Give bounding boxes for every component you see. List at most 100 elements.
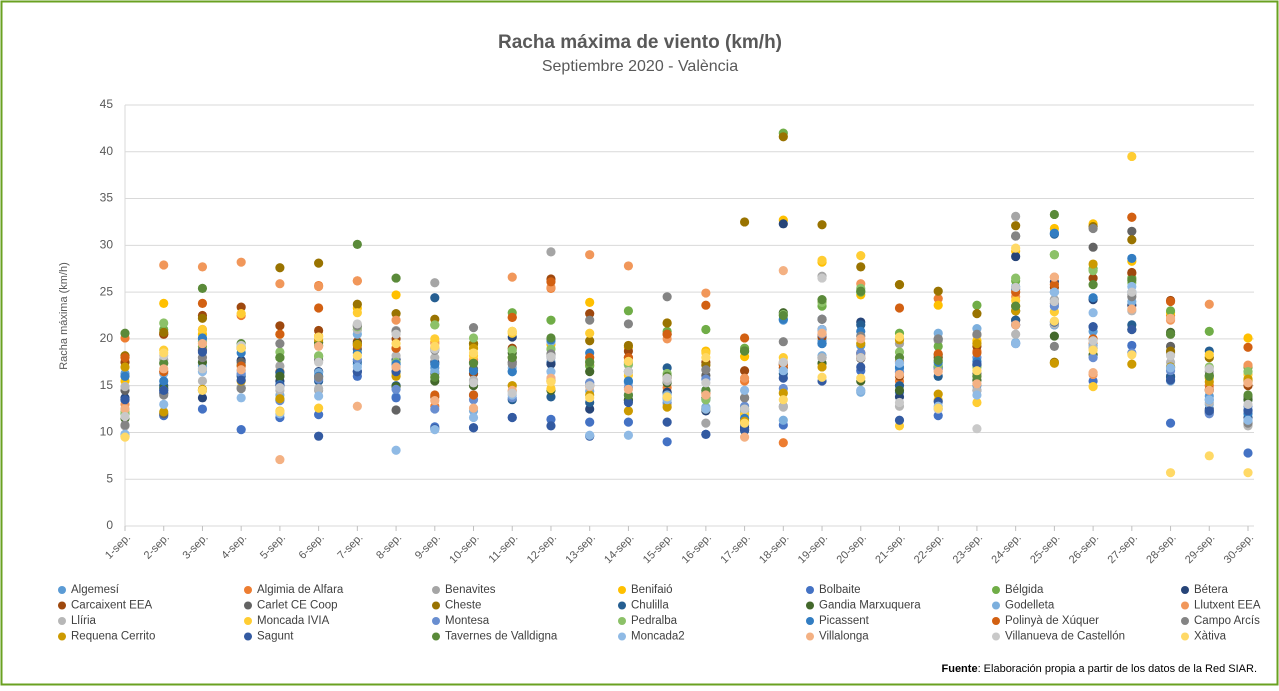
data-point (391, 338, 401, 349)
data-point (933, 286, 943, 296)
data-point (739, 385, 750, 395)
data-point (352, 299, 362, 309)
data-point (662, 329, 672, 339)
legend-marker (618, 632, 626, 641)
legend-label: Sagunt (257, 631, 294, 643)
data-point (1088, 382, 1098, 392)
data-point (352, 308, 362, 318)
data-point (778, 402, 788, 412)
data-point (701, 429, 711, 439)
data-point (391, 290, 401, 300)
data-point (662, 318, 672, 328)
data-point (1243, 399, 1253, 409)
data-point (1049, 358, 1059, 368)
data-point (1049, 331, 1059, 341)
data-point (623, 356, 634, 366)
legend-marker (432, 617, 440, 625)
data-point (585, 328, 595, 338)
data-point (933, 341, 943, 351)
y-tick-label: 25 (100, 284, 114, 298)
data-point (701, 378, 711, 388)
legend-label: Bélgida (1005, 584, 1044, 596)
data-point (314, 341, 324, 351)
legend-item: Gandia Marxuquera (806, 600, 921, 612)
data-point (468, 403, 479, 413)
data-point (314, 325, 324, 336)
data-point (236, 343, 246, 353)
data-point (778, 132, 788, 142)
data-point (159, 348, 169, 358)
data-point (120, 404, 130, 414)
data-point (817, 338, 827, 349)
data-point (507, 326, 517, 337)
data-point (1127, 212, 1137, 222)
data-point (817, 362, 827, 372)
data-point (197, 313, 208, 323)
legend-item: Picassent (806, 615, 870, 627)
data-point (623, 384, 634, 395)
data-point (314, 351, 324, 361)
data-point (1049, 209, 1059, 220)
data-point (1127, 324, 1137, 335)
data-point (507, 345, 517, 355)
data-point (778, 366, 788, 376)
legend-label: Xàtiva (1194, 631, 1227, 643)
legend-label: Cheste (445, 600, 481, 612)
legend-marker (618, 586, 626, 594)
data-point (275, 263, 285, 273)
data-point (1088, 273, 1098, 283)
data-point (1243, 342, 1253, 352)
data-point (159, 260, 169, 270)
data-point (314, 357, 324, 367)
data-point (120, 371, 130, 381)
data-point (778, 219, 788, 229)
data-point (585, 315, 595, 325)
legend-label: Montesa (445, 615, 490, 627)
data-point (352, 351, 362, 361)
data-point (275, 394, 285, 404)
data-point (546, 333, 556, 343)
data-point (159, 364, 169, 374)
data-point (1165, 468, 1176, 478)
legend-marker (806, 632, 814, 641)
data-point (739, 346, 750, 356)
legend-item: Campo Arcís (1181, 615, 1260, 627)
legend-label: Algimia de Alfara (257, 584, 344, 596)
data-point (1127, 287, 1137, 297)
data-point (1243, 390, 1253, 400)
data-point (1243, 415, 1253, 425)
data-point (120, 395, 130, 405)
data-point (972, 329, 982, 339)
data-point (585, 297, 595, 308)
data-point (1088, 265, 1098, 276)
data-point (430, 396, 440, 406)
legend-item: Chulilla (618, 600, 669, 612)
data-point (236, 383, 246, 394)
data-point (275, 329, 285, 339)
data-point (701, 288, 711, 298)
y-tick-label: 20 (100, 331, 114, 345)
data-point (933, 403, 943, 413)
data-point (972, 390, 982, 400)
data-point (817, 255, 827, 265)
data-point (933, 355, 943, 366)
legend-label: Requena Cerrito (71, 631, 155, 643)
data-point (197, 338, 208, 349)
data-point (623, 376, 634, 386)
legend-item: Llutxent EEA (1181, 600, 1261, 612)
data-point (507, 272, 517, 282)
data-point (197, 298, 208, 308)
data-point (1011, 231, 1021, 241)
data-point (739, 373, 750, 383)
data-point (1165, 375, 1176, 385)
legend-label: Bétera (1194, 584, 1228, 596)
data-point (972, 359, 982, 369)
data-point (468, 390, 479, 400)
legend-marker (1181, 632, 1189, 641)
data-point (546, 392, 556, 402)
data-point (120, 411, 130, 422)
data-point (430, 293, 440, 303)
data-point (314, 431, 324, 441)
y-tick-label: 40 (100, 144, 114, 158)
data-point (314, 372, 324, 382)
